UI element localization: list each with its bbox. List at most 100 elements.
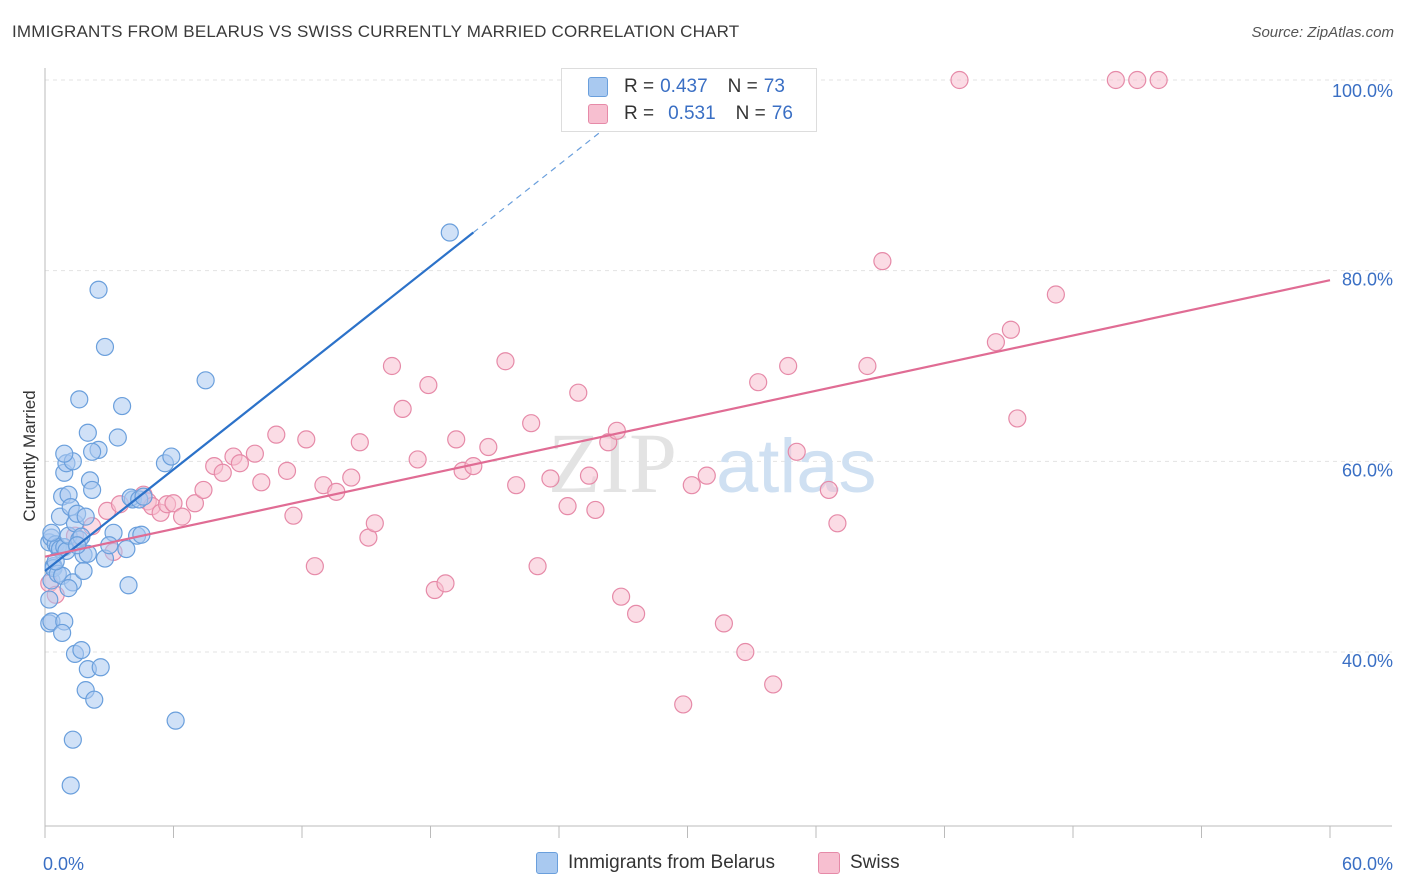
series-legend: Immigrants from Belarus Swiss (0, 852, 1406, 878)
x-tick-label-max: 60.0% (1342, 854, 1393, 874)
swiss-point-53 (607, 421, 626, 440)
belarus-point-62 (166, 711, 185, 730)
swiss-point-63 (779, 356, 798, 376)
legend-n-value-swiss: 76 (771, 103, 793, 124)
swiss-point-71 (1001, 320, 1020, 339)
swiss-point-34 (393, 399, 412, 418)
belarus-point-61 (162, 447, 181, 466)
legend-n-value-belarus: 73 (763, 76, 785, 97)
swiss-point-45 (522, 414, 541, 433)
y-tick-label-3: 100.0% (1332, 81, 1393, 101)
swiss-point-69 (950, 70, 969, 90)
swiss-point-14 (185, 494, 205, 513)
series-legend-belarus[interactable]: Immigrants from Belarus (536, 852, 775, 874)
belarus-point-47 (108, 428, 127, 447)
swiss-point-49 (569, 383, 588, 402)
trend-lines (44, 79, 1331, 572)
belarus-point-46 (83, 480, 102, 500)
swiss-point-70 (986, 333, 1006, 352)
swiss-point-54 (612, 587, 631, 606)
belarus-point-4 (40, 590, 59, 609)
y-tick-label-1: 60.0% (1342, 460, 1393, 480)
x-tick-label-min: 0.0% (43, 854, 84, 874)
swiss-point-68 (873, 252, 892, 271)
swiss-point-64 (787, 442, 806, 461)
swiss-trend-line (44, 279, 1331, 558)
belarus-point-42 (78, 423, 97, 442)
swiss-point-22 (267, 425, 286, 444)
belarus-point-64 (440, 223, 459, 242)
belarus-trend-extension (472, 79, 667, 234)
swiss-points (40, 70, 1168, 714)
belarus-point-63 (196, 371, 215, 390)
swiss-point-21 (252, 473, 271, 492)
source-credit: Source: ZipAtlas.com (1251, 24, 1394, 41)
series-label-belarus: Immigrants from Belarus (568, 852, 775, 873)
swiss-point-48 (558, 497, 577, 516)
swiss-point-66 (828, 514, 847, 533)
axis-layer (44, 68, 1392, 838)
swiss-point-24 (284, 506, 303, 525)
series-swatch-swiss (818, 852, 840, 874)
tick-labels: Currently Married 0.0% 60.0% 40.0% 60.0% 8… (20, 81, 1393, 874)
belarus-point-38 (85, 690, 104, 709)
swiss-point-61 (749, 373, 768, 392)
belarus-point-32 (53, 623, 72, 643)
swiss-point-36 (419, 375, 438, 395)
legend-n-label: N = (735, 103, 766, 124)
belarus-point-68 (42, 523, 61, 542)
swiss-point-72 (1008, 409, 1027, 428)
swiss-point-35 (408, 450, 427, 469)
legend-row-belarus: R = 0.437 N = 73 (588, 75, 785, 99)
swiss-point-23 (277, 461, 297, 480)
belarus-point-40 (61, 776, 80, 795)
watermark-atlas: atlas (716, 424, 877, 509)
belarus-point-23 (55, 444, 74, 463)
belarus-point-65 (74, 561, 93, 581)
legend-r-value-swiss: 0.531 (668, 103, 716, 124)
swiss-point-26 (305, 557, 324, 576)
belarus-point-52 (95, 337, 115, 357)
swiss-point-20 (245, 444, 264, 463)
swiss-point-17 (213, 463, 232, 482)
swiss-point-43 (496, 352, 515, 371)
legend-r-label: R = (624, 76, 655, 97)
swiss-point-65 (819, 480, 838, 500)
swiss-point-29 (342, 468, 361, 487)
swiss-point-74 (1106, 70, 1125, 90)
legend-r-value-belarus: 0.437 (660, 76, 708, 97)
belarus-point-41 (70, 390, 89, 409)
belarus-point-44 (83, 442, 102, 461)
legend-row-swiss: R = 0.531 N = 76 (588, 102, 793, 126)
belarus-point-50 (117, 539, 136, 559)
belarus-point-59 (119, 576, 138, 595)
series-legend-swiss[interactable]: Swiss (818, 852, 900, 874)
belarus-point-58 (134, 487, 153, 506)
legend-n-label: N = (727, 76, 758, 97)
swiss-point-12 (164, 494, 183, 513)
swiss-point-46 (528, 557, 547, 576)
swiss-point-32 (365, 514, 384, 533)
legend-swatch-belarus (588, 77, 608, 97)
swiss-point-73 (1046, 285, 1065, 304)
swiss-point-15 (194, 480, 213, 500)
legend-r-label: R = (624, 103, 655, 124)
belarus-trend-line (44, 231, 475, 572)
legend-swatch-swiss (588, 104, 608, 124)
watermark: ZIP atlas (548, 415, 877, 511)
belarus-points (40, 223, 459, 795)
belarus-point-34 (72, 640, 91, 660)
swiss-point-60 (736, 642, 755, 662)
swiss-point-67 (858, 356, 877, 376)
swiss-point-76 (1149, 70, 1168, 90)
swiss-point-44 (507, 476, 526, 495)
stats-legend: R = 0.437 N = 73 R = 0.531 N = 76 (561, 68, 817, 132)
swiss-point-38 (436, 574, 455, 593)
belarus-point-39 (63, 730, 82, 749)
belarus-point-30 (59, 579, 78, 598)
swiss-point-30 (350, 433, 369, 452)
chart-title: IMMIGRANTS FROM BELARUS VS SWISS CURRENT… (12, 22, 740, 41)
swiss-point-13 (172, 507, 192, 526)
swiss-point-42 (479, 437, 498, 457)
